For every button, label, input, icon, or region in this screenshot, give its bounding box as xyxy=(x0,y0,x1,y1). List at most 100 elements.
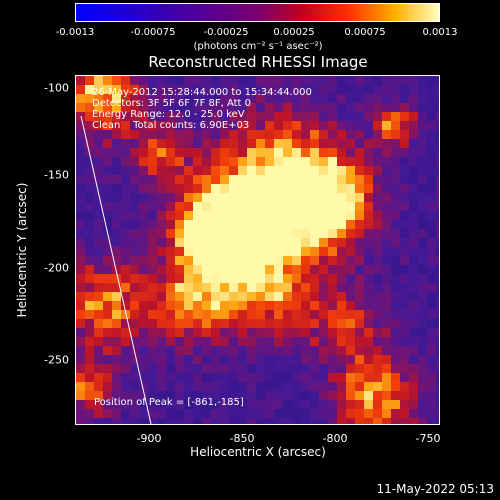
heatmap-cell xyxy=(418,292,427,301)
heatmap-cell xyxy=(364,265,373,274)
heatmap-cell xyxy=(229,400,238,409)
heatmap-cell xyxy=(193,130,202,139)
heatmap-cell xyxy=(166,175,175,184)
heatmap-cell xyxy=(139,355,148,364)
heatmap-cell xyxy=(238,166,247,175)
heatmap-cell xyxy=(337,328,346,337)
heatmap-cell xyxy=(166,85,175,94)
heatmap-cell xyxy=(409,337,418,346)
heatmap-cell xyxy=(103,346,112,355)
heatmap-cell xyxy=(328,193,337,202)
heatmap-cell xyxy=(409,220,418,229)
heatmap-cell xyxy=(283,274,292,283)
heatmap-cell xyxy=(247,103,256,112)
heatmap-cell xyxy=(355,229,364,238)
heatmap-cell xyxy=(121,319,130,328)
heatmap-cell xyxy=(382,193,391,202)
heatmap-cell xyxy=(337,301,346,310)
heatmap-cell xyxy=(391,400,400,409)
heatmap-cell xyxy=(211,346,220,355)
heatmap-cell xyxy=(148,220,157,229)
heatmap-cell xyxy=(229,319,238,328)
heatmap-cell xyxy=(130,76,139,85)
heatmap-cell xyxy=(139,337,148,346)
heatmap-cell xyxy=(283,256,292,265)
heatmap-cell xyxy=(130,175,139,184)
heatmap-cell xyxy=(247,130,256,139)
heatmap-cell xyxy=(301,364,310,373)
heatmap-cell xyxy=(94,175,103,184)
heatmap-cell xyxy=(373,193,382,202)
heatmap-cell xyxy=(319,148,328,157)
heatmap-cell xyxy=(175,373,184,382)
heatmap-cell xyxy=(184,346,193,355)
heatmap-cell xyxy=(166,220,175,229)
heatmap-cell xyxy=(238,382,247,391)
heatmap-cell xyxy=(166,112,175,121)
heatmap-cell xyxy=(112,337,121,346)
heatmap-cell xyxy=(337,184,346,193)
heatmap-cell xyxy=(157,166,166,175)
heatmap-cell xyxy=(346,391,355,400)
heatmap-cell xyxy=(382,274,391,283)
heatmap-cell xyxy=(229,85,238,94)
heatmap-cell xyxy=(427,400,436,409)
heatmap-cell xyxy=(211,391,220,400)
heatmap-cell xyxy=(265,148,274,157)
heatmap-cell xyxy=(103,184,112,193)
heatmap-cell xyxy=(166,256,175,265)
heatmap-cell xyxy=(85,355,94,364)
heatmap-cell xyxy=(211,166,220,175)
heatmap-cell xyxy=(175,319,184,328)
heatmap-cell xyxy=(130,364,139,373)
heatmap-cell xyxy=(121,247,130,256)
heatmap-cell xyxy=(220,265,229,274)
heatmap-cell xyxy=(346,283,355,292)
heatmap-cell xyxy=(202,139,211,148)
heatmap-cell xyxy=(328,130,337,139)
heatmap-cell xyxy=(346,319,355,328)
heatmap-cell xyxy=(256,355,265,364)
heatmap-cell xyxy=(202,337,211,346)
heatmap-cell xyxy=(130,337,139,346)
heatmap-cell xyxy=(355,265,364,274)
heatmap-cell xyxy=(355,418,364,424)
heatmap-cell xyxy=(391,157,400,166)
heatmap-cell xyxy=(337,409,346,418)
heatmap-cell xyxy=(166,382,175,391)
heatmap-cell xyxy=(328,328,337,337)
heatmap-cell xyxy=(211,76,220,85)
heatmap-cell xyxy=(292,175,301,184)
heatmap-cell xyxy=(85,229,94,238)
heatmap-cell xyxy=(274,418,283,424)
heatmap-cell xyxy=(328,166,337,175)
heatmap-cell xyxy=(130,391,139,400)
heatmap-cell xyxy=(139,148,148,157)
heatmap-cell xyxy=(346,76,355,85)
heatmap-cell xyxy=(418,130,427,139)
heatmap-cell xyxy=(436,148,439,157)
heatmap-cell xyxy=(409,382,418,391)
heatmap-cell xyxy=(112,409,121,418)
heatmap-cell xyxy=(391,373,400,382)
heatmap-cell xyxy=(436,184,439,193)
heatmap-cell xyxy=(346,274,355,283)
heatmap-cell xyxy=(310,229,319,238)
heatmap-cell xyxy=(301,238,310,247)
heatmap-cell xyxy=(310,256,319,265)
heatmap-cell xyxy=(256,76,265,85)
heatmap-cell xyxy=(238,211,247,220)
heatmap-cell xyxy=(202,373,211,382)
heatmap-cell xyxy=(130,112,139,121)
heatmap-cell xyxy=(283,418,292,424)
heatmap-cell xyxy=(211,382,220,391)
heatmap-cell xyxy=(94,274,103,283)
heatmap-cell xyxy=(382,355,391,364)
heatmap-cell xyxy=(139,292,148,301)
heatmap-cell xyxy=(265,364,274,373)
heatmap-cell xyxy=(265,85,274,94)
heatmap-cell xyxy=(103,283,112,292)
heatmap-cell xyxy=(175,346,184,355)
heatmap-cell xyxy=(247,166,256,175)
heatmap-cell xyxy=(238,76,247,85)
